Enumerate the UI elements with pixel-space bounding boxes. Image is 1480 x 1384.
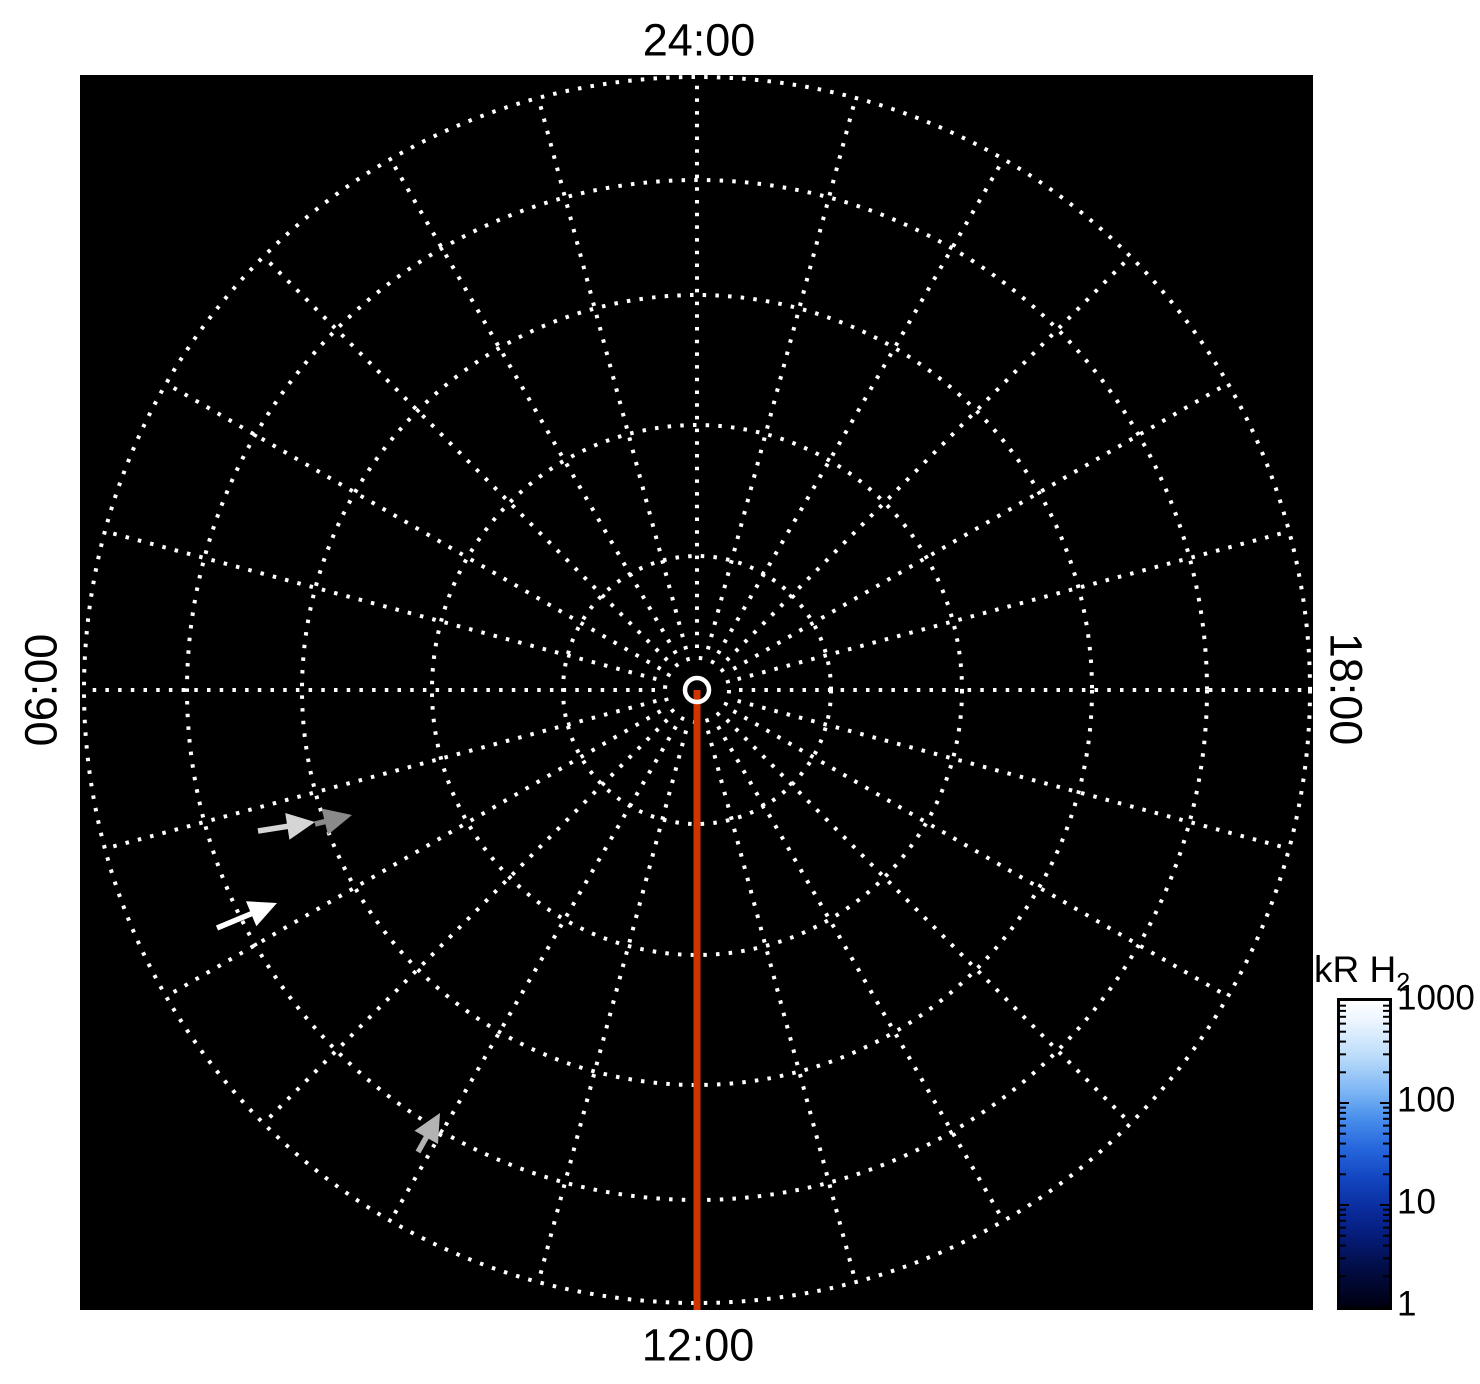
grid-spoke: [262, 255, 669, 662]
colorbar-tick-label: 10: [1397, 1182, 1436, 1222]
flow-arrow-head: [285, 813, 315, 840]
grid-spoke: [165, 381, 662, 671]
colorbar: [1337, 998, 1392, 1310]
colorbar-tick-label: 1000: [1397, 978, 1475, 1018]
colorbar-tick-label: 1: [1397, 1284, 1417, 1324]
flow-arrow-head: [414, 1113, 440, 1145]
colorbar-unit-subscript: 2: [1396, 968, 1411, 997]
grid-spoke: [104, 698, 657, 851]
colorbar-ticks-svg: [1340, 1004, 1389, 1307]
flow-arrow-shaft: [257, 823, 292, 834]
grid-spoke: [388, 725, 678, 1222]
grid-spoke: [725, 718, 1132, 1125]
grid-spoke: [705, 97, 858, 650]
grid-spoke: [732, 381, 1229, 671]
colorbar-unit: kR H: [1314, 949, 1397, 990]
grid-spoke: [388, 158, 678, 655]
colorbar-tick-label: 100: [1397, 1080, 1456, 1120]
grid-spoke: [536, 97, 689, 650]
grid-circle: [430, 423, 964, 957]
dial-label-2400: 24:00: [642, 14, 756, 66]
dial-label-1800: 18:00: [1320, 632, 1372, 746]
pole-marker-ring: [682, 675, 712, 705]
grid-spoke: [716, 725, 1006, 1222]
grid-spoke: [737, 698, 1290, 851]
grid-circle: [663, 656, 731, 724]
polar-plot-area: [80, 75, 1313, 1310]
flow-arrow-head: [245, 901, 277, 927]
grid-spoke: [104, 529, 657, 682]
grid-spoke: [536, 730, 689, 1283]
colorbar-title: kR H2: [1314, 951, 1410, 995]
grid-circle: [300, 293, 1094, 1087]
grid-spoke: [262, 718, 669, 1125]
grid-spoke: [732, 709, 1229, 999]
grid-spoke: [737, 529, 1290, 682]
grid-spoke: [165, 709, 662, 999]
grid-circle: [82, 75, 1312, 1305]
flow-arrow-shaft: [215, 909, 256, 931]
grid-spoke: [725, 255, 1132, 662]
grid-spoke: [705, 730, 858, 1283]
flow-arrow-head: [321, 808, 352, 835]
dial-label-0600: 06:00: [15, 633, 67, 747]
dial-label-1200: 12:00: [641, 1319, 755, 1371]
grid-spoke: [716, 158, 1006, 655]
polar-grid-svg: [82, 75, 1312, 1310]
